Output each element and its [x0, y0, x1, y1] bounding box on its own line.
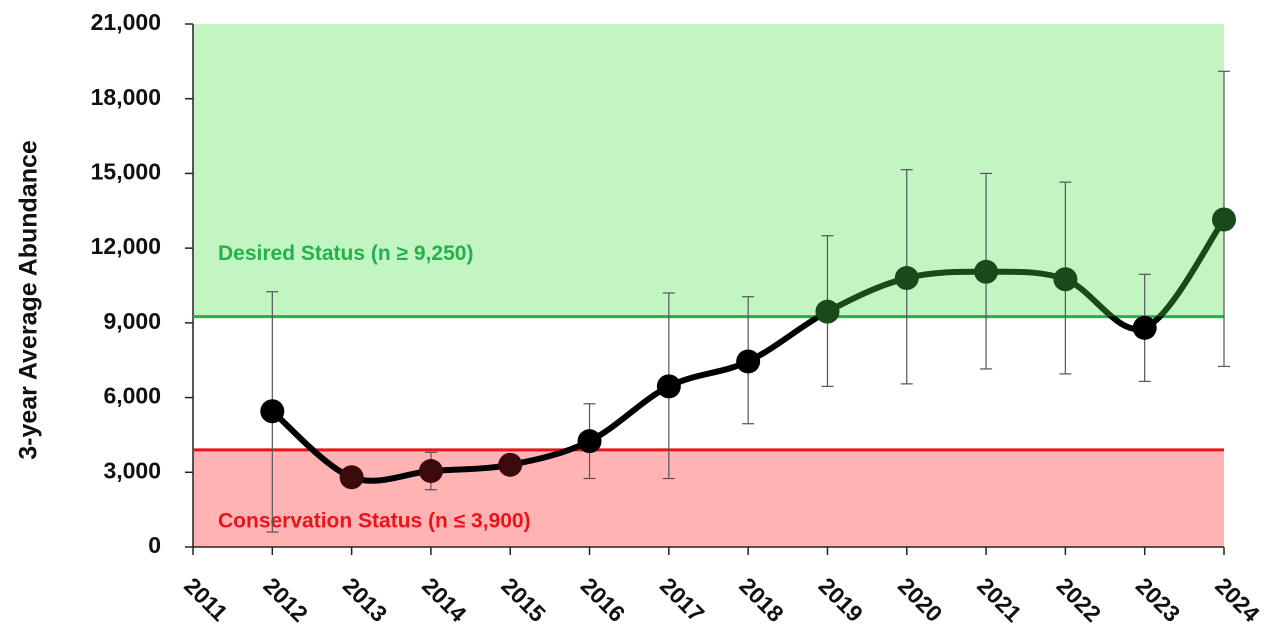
data-point: [656, 374, 681, 399]
y-tick-label: 3,000: [103, 457, 161, 483]
data-point: [260, 399, 285, 424]
x-tick-label: 2014: [417, 572, 472, 627]
x-tick-label: 2020: [893, 572, 948, 627]
y-tick-label: 18,000: [91, 84, 161, 110]
x-tick-label: 2024: [1210, 572, 1265, 627]
status-zone: [193, 24, 1224, 317]
y-tick-label: 0: [148, 532, 161, 558]
y-tick-label: 15,000: [91, 159, 161, 185]
data-point: [894, 266, 919, 291]
data-point: [974, 259, 999, 284]
data-point: [1132, 315, 1157, 340]
x-tick-label: 2022: [1052, 572, 1107, 627]
x-tick-label: 2012: [258, 572, 313, 627]
y-tick-label: 21,000: [91, 9, 161, 35]
x-tick-label: 2011: [179, 572, 233, 626]
y-tick-label: 12,000: [91, 233, 161, 259]
data-point: [1212, 207, 1236, 232]
data-point: [736, 349, 761, 374]
data-point: [418, 459, 443, 484]
reference-label: Conservation Status (n ≤ 3,900): [218, 510, 531, 533]
data-point: [815, 299, 840, 324]
x-tick-label: 2017: [655, 572, 710, 627]
status-zone: [193, 449, 1224, 547]
data-point: [498, 452, 523, 477]
data-point: [577, 429, 602, 454]
data-point: [1053, 267, 1078, 292]
x-tick-label: 2019: [814, 572, 869, 627]
y-axis-label: 3-year Average Abundance: [15, 140, 43, 460]
y-tick-label: 6,000: [103, 383, 161, 409]
reference-label: Desired Status (n ≥ 9,250): [218, 242, 473, 265]
x-tick-label: 2016: [576, 572, 631, 627]
x-tick-label: 2018: [734, 572, 789, 627]
y-tick-label: 9,000: [103, 308, 161, 334]
x-tick-label: 2023: [1131, 572, 1186, 627]
x-tick-label: 2015: [496, 572, 551, 627]
data-point: [339, 465, 364, 490]
x-tick-label: 2021: [972, 572, 1027, 627]
x-tick-label: 2013: [338, 572, 393, 627]
